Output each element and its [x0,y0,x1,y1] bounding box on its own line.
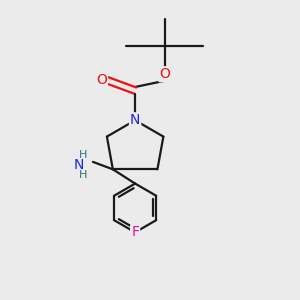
Text: O: O [96,73,107,87]
Text: O: O [159,67,170,81]
Text: H: H [79,150,87,160]
Text: N: N [74,158,84,172]
Text: F: F [131,225,139,239]
Text: N: N [130,113,140,127]
Text: H: H [79,170,87,180]
